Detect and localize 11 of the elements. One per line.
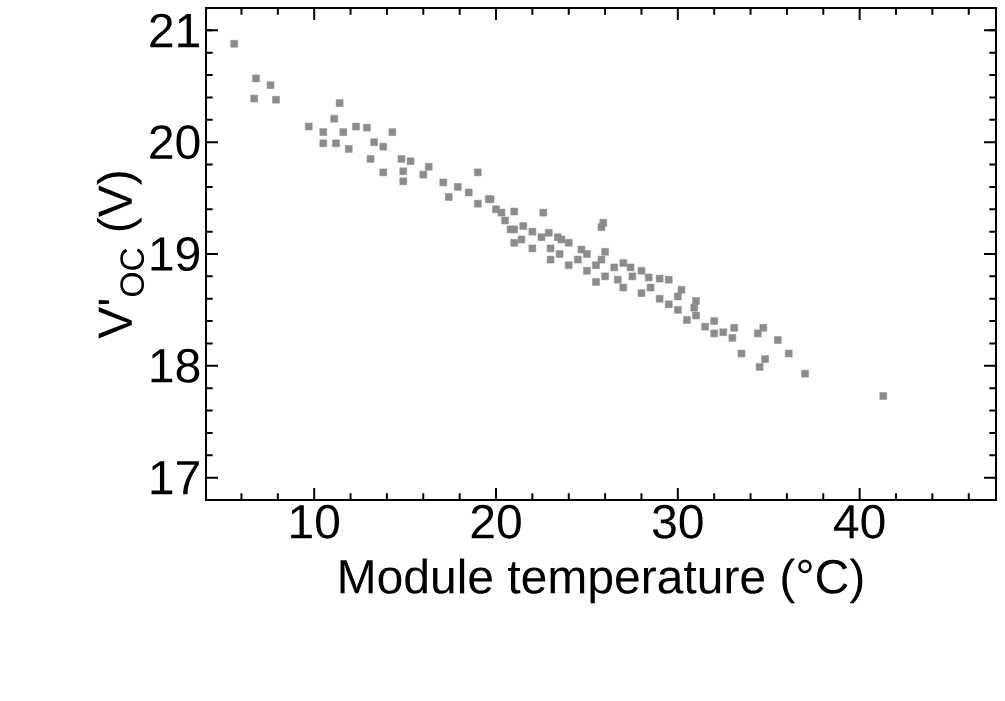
x-tick-label: 10 [291,504,339,539]
x-tick-label: 20 [471,504,521,539]
x-tick-label: 40 [834,504,885,539]
y-tick-label: 20 [150,125,200,160]
y-tick-label: 21 [150,13,199,48]
x-tick-label: 30 [652,504,703,539]
y-tick-label: 17 [151,461,199,495]
y-axis-title: V'$_{OC}$ (V) [96,172,145,339]
y-tick-label: 19 [151,237,200,271]
x-axis-title: Module temperature (°C) [340,558,863,604]
y-tick-label: 18 [151,348,200,383]
